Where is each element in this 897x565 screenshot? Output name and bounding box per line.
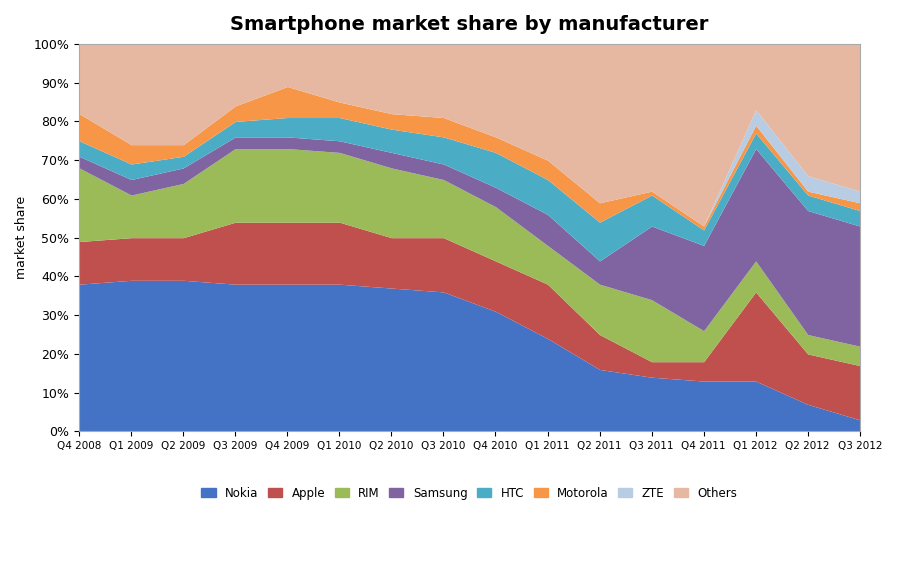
- Title: Smartphone market share by manufacturer: Smartphone market share by manufacturer: [231, 15, 709, 34]
- Legend: Nokia, Apple, RIM, Samsung, HTC, Motorola, ZTE, Others: Nokia, Apple, RIM, Samsung, HTC, Motorol…: [196, 482, 742, 505]
- Y-axis label: market share: market share: [15, 196, 28, 279]
